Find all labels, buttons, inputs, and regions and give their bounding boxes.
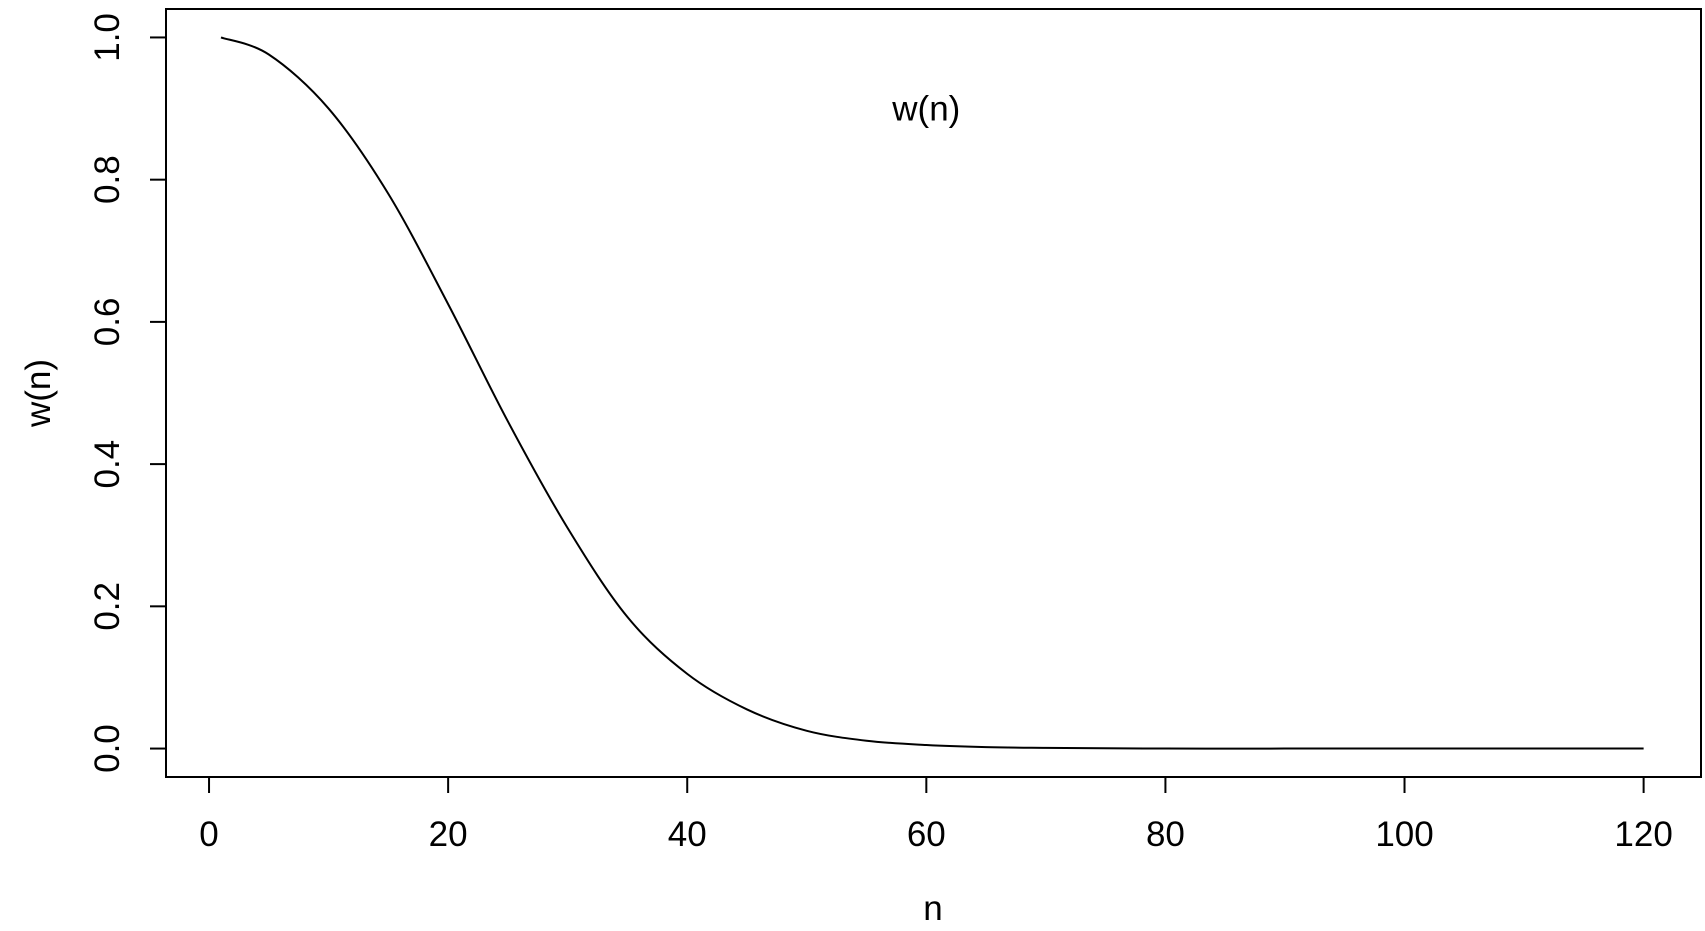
y-tick-label: 0.8 — [88, 155, 127, 204]
x-tick-label: 0 — [199, 815, 218, 854]
x-axis-title: n — [923, 889, 942, 928]
x-tick-label: 80 — [1146, 815, 1185, 854]
y-tick-label: 0.4 — [88, 440, 127, 489]
y-tick-label: 1.0 — [88, 13, 127, 62]
y-axis-title: w(n) — [19, 359, 58, 428]
series-line — [220, 36, 1644, 750]
annotation-layer: w(n) — [891, 90, 960, 129]
annotation-label: w(n) — [891, 90, 960, 129]
x-tick-label: 100 — [1375, 815, 1433, 854]
series-layer — [220, 36, 1644, 750]
y-tick-label: 0.6 — [88, 298, 127, 347]
x-tick-label: 60 — [907, 815, 946, 854]
x-tick-label: 40 — [668, 815, 707, 854]
x-tick-label: 20 — [429, 815, 468, 854]
y-tick-label: 0.2 — [88, 582, 127, 631]
x-axis: 0 20 40 60 80 100 120 — [199, 776, 1673, 854]
y-axis: 0.0 0.2 0.4 0.6 0.8 1.0 — [88, 13, 167, 773]
y-tick-label: 0.0 — [88, 724, 127, 773]
x-tick-label: 120 — [1614, 815, 1672, 854]
